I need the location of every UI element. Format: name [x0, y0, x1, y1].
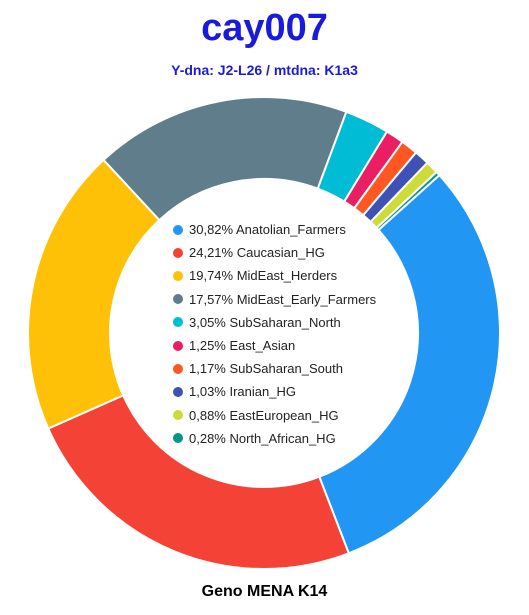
donut-slice-north-african-hg[interactable] [375, 170, 441, 232]
legend-item[interactable]: 3,05% SubSaharan_North [173, 311, 376, 334]
legend-dot-icon [173, 386, 183, 397]
legend-label: 17,57% MidEast_Early_Farmers [189, 291, 377, 307]
legend-item[interactable]: 1,25% East_Asian [173, 334, 376, 357]
donut-slice-caucasian-hg[interactable] [46, 394, 351, 570]
donut-slices [27, 96, 501, 570]
legend-label: 3,05% SubSaharan_North [189, 314, 341, 330]
legend-label: 30,82% Anatolian_Farmers [189, 222, 346, 238]
legend-dot-icon [173, 247, 183, 258]
legend-item[interactable]: 1,17% SubSaharan_South [173, 357, 376, 380]
chart-title: cay007 [201, 7, 328, 49]
legend-dot-icon [173, 410, 183, 421]
legend-dot-icon [173, 270, 183, 281]
legend-dot-icon [173, 224, 183, 235]
chart-subtitle: Y-dna: J2-L26 / mtdna: K1a3 [171, 62, 358, 78]
legend-dot-icon [173, 340, 183, 351]
chart-caption: Geno MENA K14 [201, 583, 328, 600]
legend-label: 1,17% SubSaharan_South [189, 361, 343, 377]
donut-slice-anatolian-farmers[interactable] [318, 173, 501, 555]
legend-dot-icon [173, 433, 183, 444]
legend-label: 0,28% North_African_HG [189, 430, 336, 446]
legend-label: 1,03% Iranian_HG [189, 384, 296, 400]
legend-label: 1,25% East_Asian [189, 338, 296, 354]
chart-legend: 30,82% Anatolian_Farmers 24,21% Caucasian… [173, 218, 376, 450]
legend-item[interactable]: 17,57% MidEast_Early_Farmers [173, 288, 376, 311]
legend-dot-icon [173, 294, 183, 305]
legend-dot-icon [173, 363, 183, 374]
legend-item[interactable]: 24,21% Caucasian_HG [173, 241, 376, 264]
legend-item[interactable]: 0,28% North_African_HG [173, 427, 376, 450]
legend-item[interactable]: 30,82% Anatolian_Farmers [173, 218, 376, 241]
legend-label: 19,74% MidEast_Herders [189, 268, 338, 284]
legend-item[interactable]: 19,74% MidEast_Herders [173, 264, 376, 287]
legend-label: 24,21% Caucasian_HG [189, 245, 325, 261]
legend-item[interactable]: 1,03% Iranian_HG [173, 380, 376, 403]
legend-dot-icon [173, 317, 183, 328]
legend-label: 0,88% EastEuropean_HG [189, 407, 339, 423]
legend-item[interactable]: 0,88% EastEuropean_HG [173, 404, 376, 427]
